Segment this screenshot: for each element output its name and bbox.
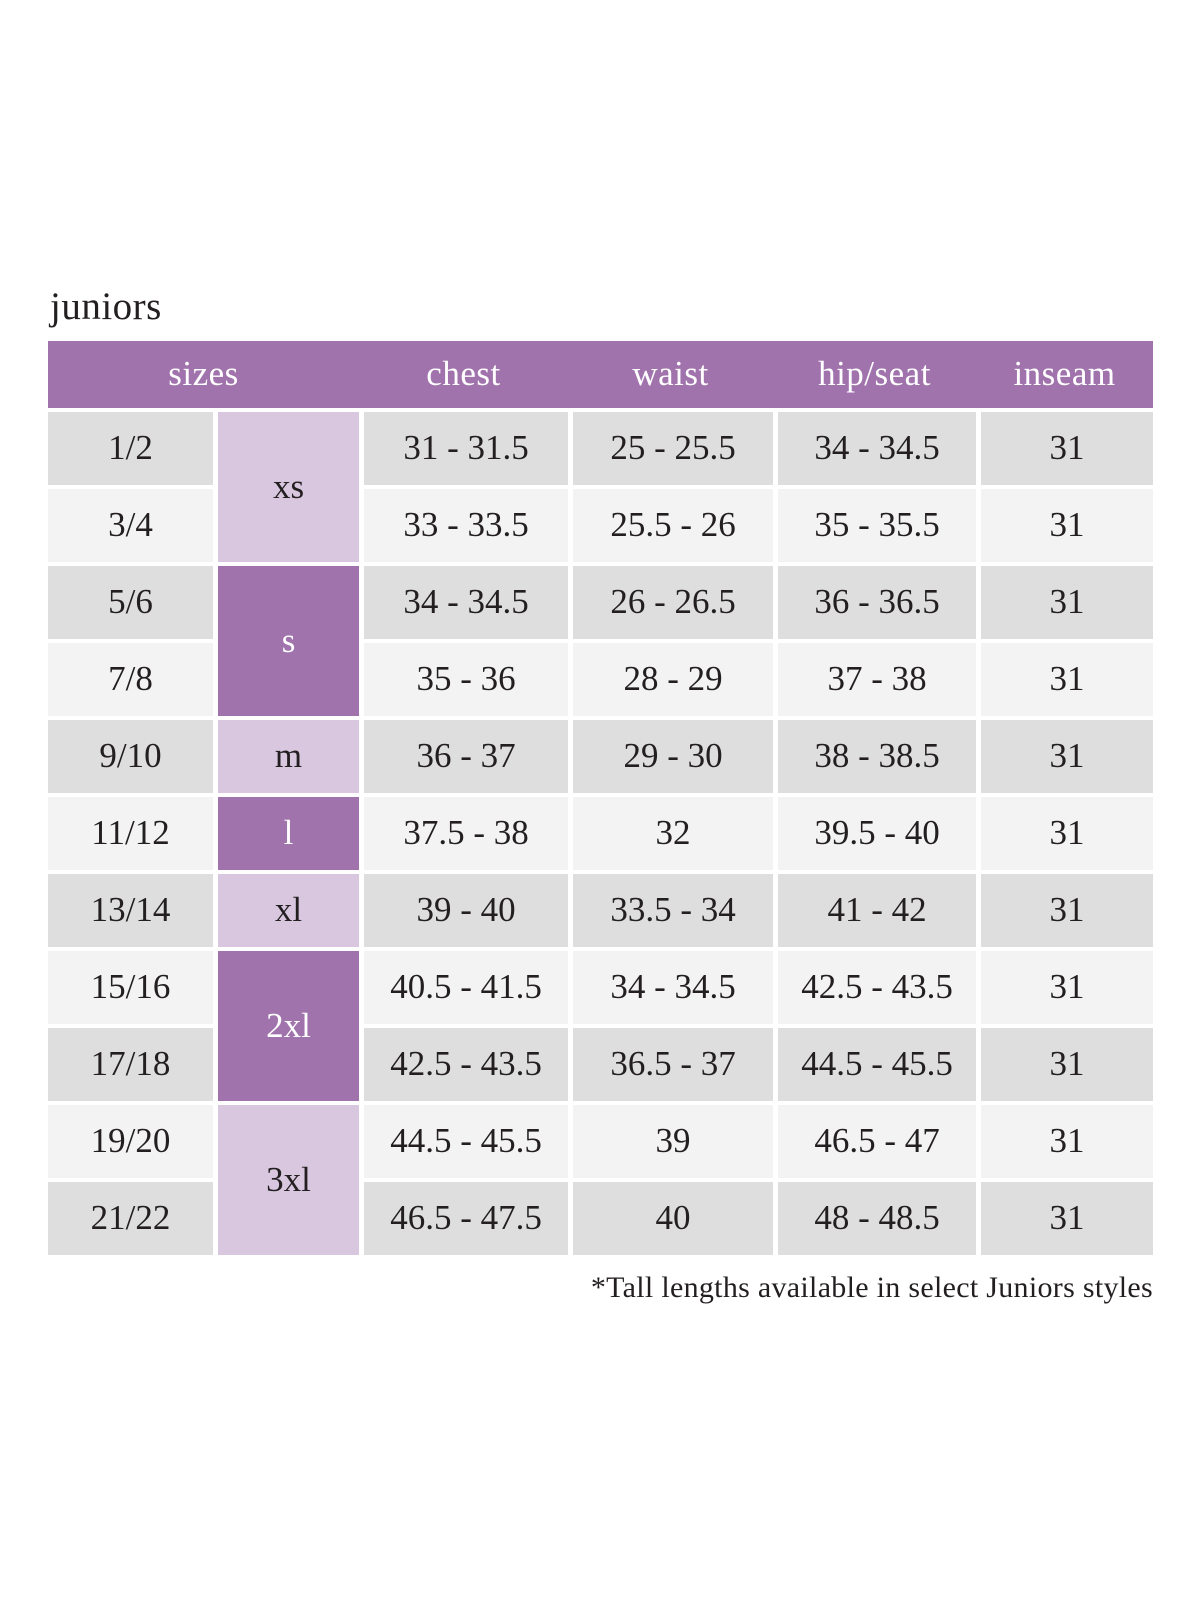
header-row: sizes chest waist hip/seat inseam	[48, 340, 1154, 408]
chest-cell: 35 - 36	[359, 638, 569, 716]
inseam-cell: 31	[976, 869, 1154, 947]
size-number-cell: 21/22	[48, 1177, 213, 1255]
column-header-waist: waist	[568, 340, 774, 408]
column-header-hip-seat: hip/seat	[773, 340, 977, 408]
size-number-cell: 3/4	[48, 484, 213, 562]
hip-seat-cell: 41 - 42	[773, 869, 977, 947]
waist-cell: 26 - 26.5	[568, 561, 774, 639]
size-group-cell-2xl: 2xl	[213, 946, 360, 1101]
inseam-cell: 31	[976, 638, 1154, 716]
chest-cell: 33 - 33.5	[359, 484, 569, 562]
juniors-size-chart-section: juniors sizes chest waist hip/seat insea…	[48, 0, 1154, 1305]
hip-seat-cell: 34 - 34.5	[773, 407, 977, 485]
page-title: juniors	[50, 285, 162, 328]
inseam-cell: 31	[976, 1023, 1154, 1101]
size-number-cell: 19/20	[48, 1100, 213, 1178]
chest-cell: 39 - 40	[359, 869, 569, 947]
chest-cell: 34 - 34.5	[359, 561, 569, 639]
column-header-chest: chest	[359, 340, 569, 408]
waist-cell: 33.5 - 34	[568, 869, 774, 947]
table-row: 9/10 m 36 - 37 29 - 30 38 - 38.5 31	[48, 715, 1154, 793]
size-number-cell: 7/8	[48, 638, 213, 716]
table-row: 7/8 35 - 36 28 - 29 37 - 38 31	[48, 638, 1154, 716]
size-group-cell-s: s	[213, 561, 360, 716]
waist-cell: 25 - 25.5	[568, 407, 774, 485]
chest-cell: 42.5 - 43.5	[359, 1023, 569, 1101]
size-group-cell-l: l	[213, 792, 360, 870]
size-number-cell: 17/18	[48, 1023, 213, 1101]
size-group-cell-3xl: 3xl	[213, 1100, 360, 1255]
size-number-cell: 1/2	[48, 407, 213, 485]
inseam-cell: 31	[976, 484, 1154, 562]
inseam-cell: 31	[976, 1177, 1154, 1255]
waist-cell: 29 - 30	[568, 715, 774, 793]
waist-cell: 25.5 - 26	[568, 484, 774, 562]
table-row: 1/2 xs 31 - 31.5 25 - 25.5 34 - 34.5 31	[48, 407, 1154, 562]
footnote: *Tall lengths available in select Junior…	[590, 1270, 1153, 1304]
table-row: 21/22 46.5 - 47.5 40 48 - 48.5 31	[48, 1177, 1154, 1255]
waist-cell: 36.5 - 37	[568, 1023, 774, 1101]
chest-cell: 44.5 - 45.5	[359, 1100, 569, 1178]
waist-cell: 28 - 29	[568, 638, 774, 716]
hip-seat-cell: 37 - 38	[773, 638, 977, 716]
size-number-cell: 11/12	[48, 792, 213, 870]
chest-cell: 37.5 - 38	[359, 792, 569, 870]
chest-cell: 36 - 37	[359, 715, 569, 793]
juniors-size-table: sizes chest waist hip/seat inseam 1/2 xs…	[48, 340, 1154, 1255]
inseam-cell: 31	[976, 715, 1154, 793]
table-row: 17/18 42.5 - 43.5 36.5 - 37 44.5 - 45.5 …	[48, 1023, 1154, 1101]
hip-seat-cell: 36 - 36.5	[773, 561, 977, 639]
waist-cell: 34 - 34.5	[568, 946, 774, 1024]
table-row: 15/16 2xl 40.5 - 41.5 34 - 34.5 42.5 - 4…	[48, 946, 1154, 1101]
size-group-cell-m: m	[213, 715, 360, 793]
inseam-cell: 31	[976, 561, 1154, 639]
inseam-cell: 31	[976, 1100, 1154, 1178]
table-row: 13/14 xl 39 - 40 33.5 - 34 41 - 42 31	[48, 869, 1154, 947]
chest-cell: 40.5 - 41.5	[359, 946, 569, 1024]
inseam-cell: 31	[976, 407, 1154, 485]
chest-cell: 46.5 - 47.5	[359, 1177, 569, 1255]
inseam-cell: 31	[976, 946, 1154, 1024]
hip-seat-cell: 35 - 35.5	[773, 484, 977, 562]
size-number-cell: 5/6	[48, 561, 213, 639]
size-number-cell: 15/16	[48, 946, 213, 1024]
chest-cell: 31 - 31.5	[359, 407, 569, 485]
size-number-cell: 9/10	[48, 715, 213, 793]
hip-seat-cell: 48 - 48.5	[773, 1177, 977, 1255]
waist-cell: 40	[568, 1177, 774, 1255]
table-row: 5/6 s 34 - 34.5 26 - 26.5 36 - 36.5 31	[48, 561, 1154, 716]
waist-cell: 39	[568, 1100, 774, 1178]
table-row: 11/12 l 37.5 - 38 32 39.5 - 40 31	[48, 792, 1154, 870]
hip-seat-cell: 42.5 - 43.5	[773, 946, 977, 1024]
size-number-cell: 13/14	[48, 869, 213, 947]
inseam-cell: 31	[976, 792, 1154, 870]
waist-cell: 32	[568, 792, 774, 870]
column-header-inseam: inseam	[976, 340, 1154, 408]
hip-seat-cell: 39.5 - 40	[773, 792, 977, 870]
size-group-cell-xs: xs	[213, 407, 360, 562]
size-group-cell-xl: xl	[213, 869, 360, 947]
hip-seat-cell: 44.5 - 45.5	[773, 1023, 977, 1101]
hip-seat-cell: 38 - 38.5	[773, 715, 977, 793]
table-row: 19/20 3xl 44.5 - 45.5 39 46.5 - 47 31	[48, 1100, 1154, 1255]
table-row: 3/4 33 - 33.5 25.5 - 26 35 - 35.5 31	[48, 484, 1154, 562]
hip-seat-cell: 46.5 - 47	[773, 1100, 977, 1178]
column-header-sizes: sizes	[48, 340, 360, 408]
